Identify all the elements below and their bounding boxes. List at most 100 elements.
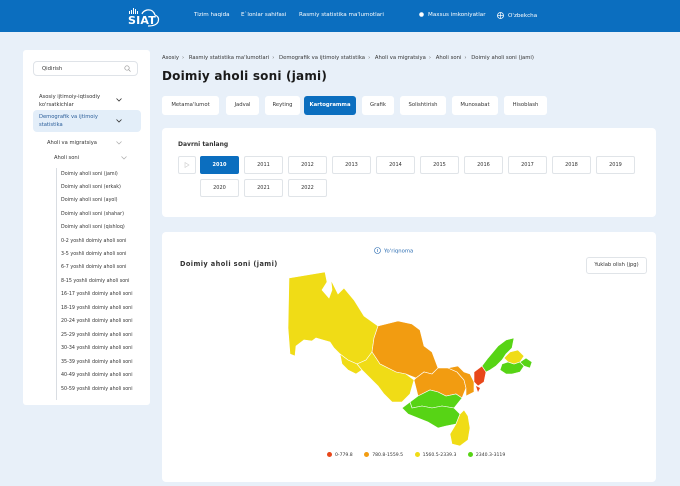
chevron-down-icon[interactable] <box>116 98 122 102</box>
year-button-2012[interactable]: 2012 <box>288 156 327 174</box>
legend-dot-icon <box>364 452 370 457</box>
sidebar-leaf-item[interactable]: Doimiy aholi soni (shahar) <box>61 212 124 217</box>
download-jpg-button[interactable]: Yuklab olish (jpg) <box>586 257 647 274</box>
sidebar-item-label: ko'rsatkichlar <box>39 102 74 108</box>
tree-line <box>56 168 57 400</box>
breadcrumb-item[interactable]: Asosiy <box>162 55 179 61</box>
sidebar-item-active-bg <box>33 110 141 132</box>
sidebar-leaf-item[interactable]: Doimiy aholi soni (qishloq) <box>61 225 125 230</box>
year-button-2022[interactable]: 2022 <box>288 179 327 197</box>
legend-dot-icon <box>414 452 420 457</box>
sidebar-leaf-item[interactable]: Doimiy aholi soni (erkak) <box>61 185 121 190</box>
region-surkhandarya <box>449 409 471 447</box>
map-legend: 0-779.8 780.8-1559.5 1560.5-2339.3 2340.… <box>327 452 515 458</box>
play-button[interactable] <box>178 156 196 174</box>
help-link-label: Yo'riqnoma <box>384 248 414 255</box>
tab-chart[interactable]: Grafik <box>362 96 394 115</box>
sidebar-leaf-item[interactable]: 25-29 yoshli doimiy aholi soni <box>61 333 133 338</box>
logo-text: SIAT <box>128 14 156 27</box>
sidebar-group-population-migration[interactable]: Aholi va migratsiya <box>47 140 97 146</box>
legend-label: 0-779.8 <box>335 453 353 458</box>
sidebar-subgroup-population[interactable]: Aholi soni <box>54 155 80 161</box>
sidebar-leaf-item[interactable]: 6-7 yoshli doimiy aholi soni <box>61 265 127 270</box>
tab-relation[interactable]: Munosabat <box>452 96 498 115</box>
legend-label: 1560.5-2339.3 <box>422 453 457 458</box>
sidebar-leaf-item[interactable]: Doimiy aholi soni (ayol) <box>61 198 118 203</box>
tab-calculate[interactable]: Hisoblash <box>504 96 547 115</box>
sidebar-leaf-item[interactable]: 8-15 yoshli doimiy aholi soni <box>61 279 130 284</box>
chevron-down-icon[interactable] <box>116 141 122 145</box>
year-button-2018[interactable]: 2018 <box>552 156 591 174</box>
region-karakalpakstan <box>287 271 379 365</box>
year-button-2020[interactable]: 2020 <box>200 179 239 197</box>
sidebar-leaf-item[interactable]: 20-24 yoshli doimiy aholi soni <box>61 319 133 324</box>
page-title: Doimiy aholi soni (jami) <box>162 69 328 83</box>
year-button-2021[interactable]: 2021 <box>244 179 283 197</box>
year-button-2014[interactable]: 2014 <box>376 156 415 174</box>
legend-item: 1560.5-2339.3 <box>414 452 457 458</box>
legend-label: 2340.3-3119 <box>475 453 506 458</box>
map-title: Doimiy aholi soni (jami) <box>180 260 278 268</box>
year-button-2013[interactable]: 2013 <box>332 156 371 174</box>
sidebar-item-label: Asosiy ijtimoiy-iqtisodiy <box>39 94 101 100</box>
year-button-2016[interactable]: 2016 <box>464 156 503 174</box>
sidebar-item-main-indicators[interactable]: Asosiy ijtimoiy-iqtisodiy ko'rsatkichlar <box>39 93 100 109</box>
year-button-2011[interactable]: 2011 <box>244 156 283 174</box>
breadcrumb: Asosiy › Rasmiy statistika ma'lumotlari › … <box>162 55 534 61</box>
period-label: Davrni tanlang <box>178 141 229 148</box>
region-bukhara <box>356 351 415 403</box>
tab-compare[interactable]: Solishtirish <box>400 96 446 115</box>
sidebar-leaf-item[interactable]: 3-5 yoshli doimiy aholi soni <box>61 252 127 257</box>
region-tashkent-region <box>481 337 515 373</box>
eye-icon <box>419 12 424 17</box>
search-icon[interactable] <box>124 65 131 72</box>
language-selector[interactable]: O'zbekcha <box>497 12 537 19</box>
year-button-2019[interactable]: 2019 <box>596 156 635 174</box>
search-input[interactable]: Qidirish <box>33 61 138 76</box>
tab-rating[interactable]: Reyting <box>265 96 300 115</box>
cloud-logo-icon <box>129 8 160 27</box>
year-button-2017[interactable]: 2017 <box>508 156 547 174</box>
breadcrumb-item[interactable]: Aholi va migratsiya <box>374 55 426 61</box>
accessibility-button[interactable]: Maxsus imkoniyatlar <box>419 12 486 18</box>
play-icon <box>184 161 190 169</box>
legend-label: 780.8-1559.5 <box>372 453 404 458</box>
breadcrumb-item[interactable]: Rasmiy statistika ma'lumotlari <box>188 55 270 61</box>
sidebar-leaf-item[interactable]: 16-17 yoshli doimiy aholi soni <box>61 292 133 297</box>
breadcrumb-separator: › <box>428 55 432 61</box>
breadcrumb-separator: › <box>368 55 371 61</box>
breadcrumb-separator: › <box>182 55 185 61</box>
top-navigation-bar: SIAT Tizim haqida E`lonlar sahifasi Rasm… <box>0 0 680 32</box>
chevron-down-icon[interactable] <box>121 156 127 160</box>
chevron-down-icon[interactable] <box>116 119 122 123</box>
search-placeholder: Qidirish <box>42 66 63 72</box>
nav-link-about[interactable]: Tizim haqida <box>194 12 230 18</box>
legend-dot-icon <box>467 452 473 457</box>
legend-item: 2340.3-3119 <box>467 452 506 458</box>
sidebar-leaf-item[interactable]: 30-34 yoshli doimiy aholi soni <box>61 346 133 351</box>
year-button-2015[interactable]: 2015 <box>420 156 459 174</box>
sidebar-leaf-item[interactable]: 50-59 yoshli doimiy aholi soni <box>61 387 133 392</box>
tab-metadata[interactable]: Metama'lumot <box>162 96 219 115</box>
nav-link-announcements[interactable]: E`lonlar sahifasi <box>241 12 287 18</box>
sidebar-item-demographic[interactable]: Demografik va ijtimoiy statistika <box>39 113 98 129</box>
sidebar-leaf-item[interactable]: 40-49 yoshli doimiy aholi soni <box>61 373 133 378</box>
nav-link-official-statistics[interactable]: Rasmiy statistika ma'lumotlari <box>299 12 384 18</box>
sidebar-leaf-item[interactable]: 35-39 yoshli doimiy aholi soni <box>61 360 133 365</box>
tab-table[interactable]: Jadval <box>226 96 259 115</box>
sidebar-item-label: Demografik va ijtimoiy <box>39 114 98 120</box>
siat-logo[interactable]: SIAT <box>126 5 170 29</box>
sidebar-leaf-item[interactable]: Doimiy aholi soni (jami) <box>61 172 118 177</box>
cartogram-card: Yo'riqnoma Doimiy aholi soni (jami) Yukl… <box>162 232 656 482</box>
legend-item: 780.8-1559.5 <box>364 452 403 458</box>
sidebar-leaf-item[interactable]: 0-2 yoshli doimiy aholi soni <box>61 239 127 244</box>
help-link[interactable]: Yo'riqnoma <box>374 247 413 255</box>
uzbekistan-choropleth-map[interactable] <box>252 268 542 448</box>
accessibility-label: Maxsus imkoniyatlar <box>428 12 486 18</box>
year-button-2010[interactable]: 2010 <box>200 156 239 174</box>
sidebar-leaf-item[interactable]: 18-19 yoshli doimiy aholi soni <box>61 306 133 311</box>
tab-cartogram[interactable]: Kartogramma <box>304 96 356 115</box>
region-jizzakh <box>447 365 475 397</box>
breadcrumb-item[interactable]: Demografik va ijtimoiy statistika <box>279 55 366 61</box>
breadcrumb-item[interactable]: Aholi soni <box>435 55 462 61</box>
